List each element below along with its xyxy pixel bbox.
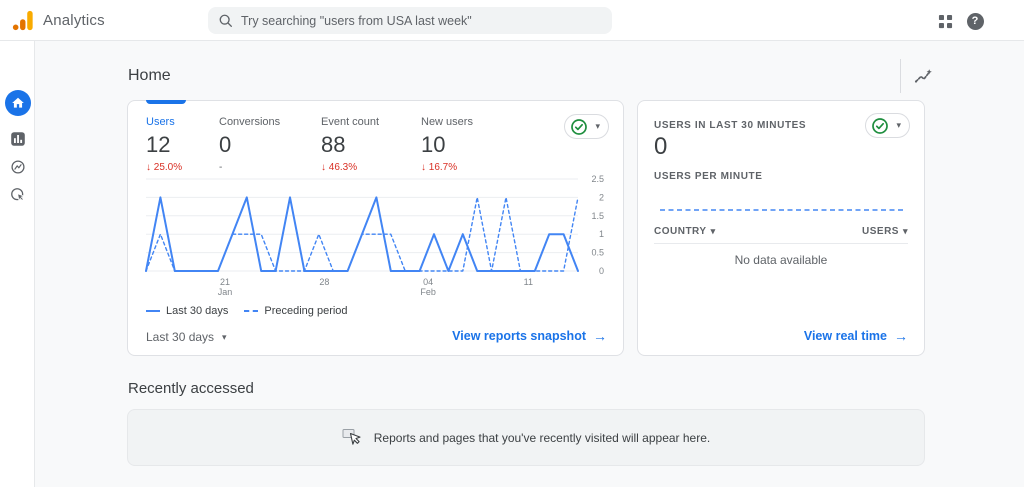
delta-down-icon: ↓ bbox=[146, 162, 151, 173]
help-icon[interactable]: ? bbox=[966, 12, 984, 30]
svg-text:11: 11 bbox=[524, 277, 533, 287]
date-range-selector[interactable]: Last 30 days ▾ bbox=[146, 330, 227, 344]
column-country[interactable]: COUNTRY ▾ bbox=[654, 226, 716, 237]
metric-tab-new-users[interactable]: New users 10 ↓ 16.7% bbox=[421, 116, 473, 173]
metric-tab-users[interactable]: Users 12 ↓ 25.0% bbox=[146, 116, 182, 173]
sidebar-item-home[interactable] bbox=[0, 89, 35, 117]
sidebar-item-reports[interactable] bbox=[0, 125, 35, 153]
brand-name: Analytics bbox=[43, 11, 105, 29]
legend-item-current: Last 30 days bbox=[146, 305, 228, 317]
realtime-table-header: COUNTRY ▾ USERS ▾ bbox=[654, 226, 908, 237]
selected-metric-indicator bbox=[146, 100, 186, 104]
home-icon bbox=[4, 90, 31, 116]
svg-text:28: 28 bbox=[319, 277, 329, 287]
metric-label: Users bbox=[146, 116, 175, 128]
check-circle-icon bbox=[570, 118, 588, 136]
chevron-down-icon: ▾ bbox=[222, 331, 227, 342]
recently-accessed-message: Reports and pages that you've recently v… bbox=[373, 430, 711, 445]
metric-tab-conversions[interactable]: Conversions 0 - bbox=[219, 116, 280, 173]
check-circle-icon bbox=[871, 117, 889, 135]
metric-value: 10 bbox=[421, 132, 446, 157]
svg-text:Feb: Feb bbox=[420, 287, 436, 297]
arrow-right-icon: → bbox=[593, 328, 607, 344]
main-content: Home Users 12 ↓ 25.0% Conversions 0 bbox=[35, 41, 1024, 487]
header-divider bbox=[900, 59, 901, 93]
apps-grid-icon[interactable] bbox=[936, 12, 954, 30]
svg-text:2.5: 2.5 bbox=[591, 174, 604, 184]
arrow-right-icon: → bbox=[894, 328, 908, 344]
analytics-logo[interactable]: Analytics bbox=[12, 0, 105, 40]
metric-value: 12 bbox=[146, 132, 171, 157]
reports-icon bbox=[10, 131, 26, 147]
insights-icon bbox=[913, 67, 933, 87]
recently-accessed-heading: Recently accessed bbox=[128, 380, 254, 397]
realtime-card: USERS IN LAST 30 MINUTES ▾ 0 USERS PER M… bbox=[637, 100, 925, 356]
sort-caret-icon: ▾ bbox=[902, 226, 908, 236]
users-per-minute-label: USERS PER MINUTE bbox=[654, 171, 763, 182]
explore-icon bbox=[10, 159, 26, 175]
no-data-message: No data available bbox=[734, 253, 828, 267]
chevron-down-icon: ▾ bbox=[896, 120, 901, 130]
cursor-click-icon bbox=[342, 427, 364, 449]
metric-label: New users bbox=[421, 116, 473, 128]
top-bar: Analytics ? bbox=[0, 0, 1024, 41]
svg-text:Jan: Jan bbox=[218, 287, 233, 297]
insights-button[interactable] bbox=[911, 65, 935, 89]
metric-value: 88 bbox=[321, 132, 346, 157]
sidebar-item-advertising[interactable] bbox=[0, 181, 35, 209]
view-reports-snapshot-link[interactable]: View reports snapshot → bbox=[452, 328, 607, 344]
svg-text:21: 21 bbox=[220, 277, 230, 287]
search-input[interactable] bbox=[241, 13, 602, 28]
metric-delta: ↓ 16.7% bbox=[421, 162, 458, 173]
realtime-title: USERS IN LAST 30 MINUTES bbox=[654, 120, 807, 131]
metric-delta: - bbox=[219, 162, 223, 173]
analytics-logo-icon bbox=[12, 10, 33, 31]
realtime-users-value: 0 bbox=[654, 133, 668, 160]
metric-tab-event-count[interactable]: Event count 88 ↓ 46.3% bbox=[321, 116, 379, 173]
search-icon bbox=[218, 13, 233, 28]
advertising-icon bbox=[10, 187, 26, 203]
data-quality-badge[interactable]: ▾ bbox=[865, 113, 910, 138]
delta-down-icon: ↓ bbox=[321, 162, 326, 173]
overview-card: Users 12 ↓ 25.0% Conversions 0 - Event c… bbox=[127, 100, 624, 356]
metric-label: Conversions bbox=[219, 116, 281, 128]
sidebar-item-explore[interactable] bbox=[0, 153, 35, 181]
svg-text:1: 1 bbox=[599, 229, 604, 239]
recently-accessed-empty-box: Reports and pages that you've recently v… bbox=[127, 409, 925, 466]
metric-value: 0 bbox=[219, 132, 232, 157]
svg-text:04: 04 bbox=[423, 277, 433, 287]
table-divider bbox=[654, 243, 908, 244]
chevron-down-icon: ▾ bbox=[595, 121, 600, 131]
metric-delta: ↓ 25.0% bbox=[146, 162, 183, 173]
page-title: Home bbox=[128, 67, 171, 84]
metric-delta: ↓ 46.3% bbox=[321, 162, 358, 173]
svg-text:0: 0 bbox=[599, 266, 604, 276]
metric-label: Event count bbox=[321, 116, 380, 128]
svg-text:1.5: 1.5 bbox=[591, 211, 604, 221]
delta-down-icon: ↓ bbox=[421, 162, 426, 173]
svg-text:2: 2 bbox=[599, 192, 604, 202]
svg-text:0.5: 0.5 bbox=[591, 248, 604, 258]
sort-caret-icon: ▾ bbox=[710, 226, 716, 236]
column-users[interactable]: USERS ▾ bbox=[862, 226, 908, 237]
search-bar[interactable] bbox=[208, 7, 612, 34]
dashed-line-swatch bbox=[244, 310, 259, 312]
view-real-time-link[interactable]: View real time → bbox=[803, 328, 908, 344]
realtime-sparkline-flatline bbox=[660, 207, 906, 213]
legend-item-preceding: Preceding period bbox=[244, 305, 348, 317]
left-nav bbox=[0, 41, 35, 487]
solid-line-swatch bbox=[146, 310, 160, 312]
chart-legend: Last 30 days Preceding period bbox=[146, 305, 348, 317]
data-quality-badge[interactable]: ▾ bbox=[564, 114, 609, 139]
users-trend-chart: 0 0.5 1 1.5 2 2.5 21 Jan 28 04 Feb 11 bbox=[142, 171, 612, 301]
